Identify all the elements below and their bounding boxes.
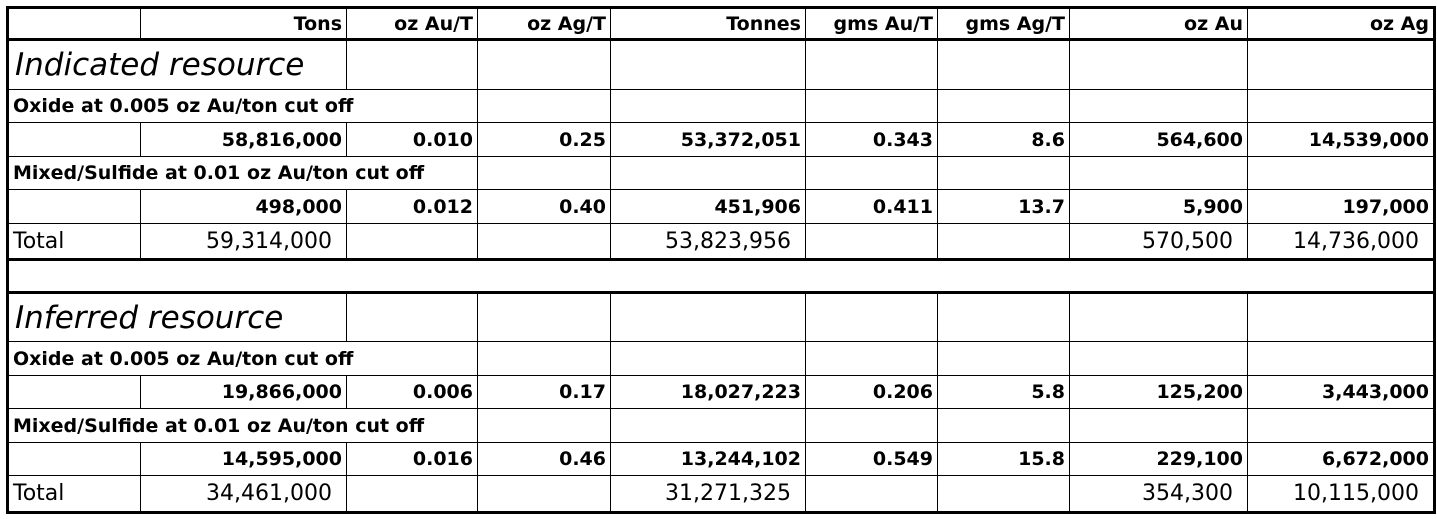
table-row: 58,816,000 0.010 0.25 53,372,051 0.343 8… xyxy=(7,122,1435,157)
table-cell: 0.010 xyxy=(346,122,478,157)
total-oz-au: 570,500 xyxy=(1069,222,1248,261)
table-cell: 0.40 xyxy=(477,189,611,224)
total-tons: 34,461,000 xyxy=(140,475,347,513)
header-oz-ag-t: oz Ag/T xyxy=(477,6,611,41)
inferred-section-row: Inferred resource xyxy=(7,290,1435,343)
table-cell: 0.343 xyxy=(805,122,938,157)
table-cell: 451,906 xyxy=(610,189,806,224)
inferred-oxide-label: Oxide at 0.005 oz Au/ton cut off xyxy=(7,341,478,376)
table-cell: 0.016 xyxy=(346,441,478,477)
spacer-row xyxy=(7,258,1435,293)
table-cell: 0.206 xyxy=(805,374,938,410)
table-cell: 6,672,000 xyxy=(1247,441,1435,477)
header-oz-ag: oz Ag xyxy=(1247,6,1435,41)
inferred-total-row: Total 34,461,000 31,271,325 354,300 10,1… xyxy=(7,475,1435,513)
table-cell: 0.006 xyxy=(346,374,478,410)
header-cell xyxy=(7,6,141,41)
table-cell: 5,900 xyxy=(1069,189,1248,224)
inferred-title: Inferred resource xyxy=(7,290,347,343)
table-cell: 58,816,000 xyxy=(140,122,347,157)
table-row: 19,866,000 0.006 0.17 18,027,223 0.206 5… xyxy=(7,374,1435,410)
table-cell: 5.8 xyxy=(937,374,1070,410)
table-row: 14,595,000 0.016 0.46 13,244,102 0.549 1… xyxy=(7,441,1435,477)
indicated-title: Indicated resource xyxy=(7,38,347,90)
table-cell: 564,600 xyxy=(1069,122,1248,157)
header-tonnes: Tonnes xyxy=(610,6,806,41)
header-oz-au-t: oz Au/T xyxy=(346,6,478,41)
table-cell: 14,539,000 xyxy=(1247,122,1435,157)
table-cell: 13.7 xyxy=(937,189,1070,224)
table-cell: 197,000 xyxy=(1247,189,1435,224)
table-cell: 19,866,000 xyxy=(140,374,347,410)
total-oz-ag: 14,736,000 xyxy=(1247,222,1435,261)
table-cell: 0.012 xyxy=(346,189,478,224)
indicated-oxide-label-row: Oxide at 0.005 oz Au/ton cut off xyxy=(7,88,1435,124)
total-oz-ag: 10,115,000 xyxy=(1247,475,1435,513)
header-tons: Tons xyxy=(140,6,347,41)
table-cell: 14,595,000 xyxy=(140,441,347,477)
header-gms-au-t: gms Au/T xyxy=(805,6,938,41)
indicated-section-row: Indicated resource xyxy=(7,38,1435,90)
inferred-oxide-label-row: Oxide at 0.005 oz Au/ton cut off xyxy=(7,341,1435,376)
header-oz-au: oz Au xyxy=(1069,6,1248,41)
total-tonnes: 31,271,325 xyxy=(610,475,806,513)
table-row: 498,000 0.012 0.40 451,906 0.411 13.7 5,… xyxy=(7,189,1435,224)
inferred-mixed-label: Mixed/Sulfide at 0.01 oz Au/ton cut off xyxy=(7,408,478,443)
inferred-mixed-label-row: Mixed/Sulfide at 0.01 oz Au/ton cut off xyxy=(7,408,1435,443)
header-gms-ag-t: gms Ag/T xyxy=(937,6,1070,41)
table-cell: 53,372,051 xyxy=(610,122,806,157)
table-cell: 0.17 xyxy=(477,374,611,410)
table-cell: 0.549 xyxy=(805,441,938,477)
table-cell: 13,244,102 xyxy=(610,441,806,477)
total-tons: 59,314,000 xyxy=(140,222,347,261)
header-row: Tons oz Au/T oz Ag/T Tonnes gms Au/T gms… xyxy=(7,6,1435,41)
table-cell: 498,000 xyxy=(140,189,347,224)
table-cell: 18,027,223 xyxy=(610,374,806,410)
table-cell: 15.8 xyxy=(937,441,1070,477)
total-label: Total xyxy=(7,475,141,513)
table-cell: 0.46 xyxy=(477,441,611,477)
total-label: Total xyxy=(7,222,141,261)
resource-table: Tons oz Au/T oz Ag/T Tonnes gms Au/T gms… xyxy=(6,6,1436,514)
indicated-oxide-label: Oxide at 0.005 oz Au/ton cut off xyxy=(7,88,478,124)
table-cell: 229,100 xyxy=(1069,441,1248,477)
total-oz-au: 354,300 xyxy=(1069,475,1248,513)
indicated-mixed-label-row: Mixed/Sulfide at 0.01 oz Au/ton cut off xyxy=(7,155,1435,191)
table-cell: 125,200 xyxy=(1069,374,1248,410)
table-cell: 0.25 xyxy=(477,122,611,157)
table-cell: 3,443,000 xyxy=(1247,374,1435,410)
indicated-mixed-label: Mixed/Sulfide at 0.01 oz Au/ton cut off xyxy=(7,155,478,191)
table-cell: 8.6 xyxy=(937,122,1070,157)
table-cell: 0.411 xyxy=(805,189,938,224)
indicated-total-row: Total 59,314,000 53,823,956 570,500 14,7… xyxy=(7,222,1435,261)
total-tonnes: 53,823,956 xyxy=(610,222,806,261)
